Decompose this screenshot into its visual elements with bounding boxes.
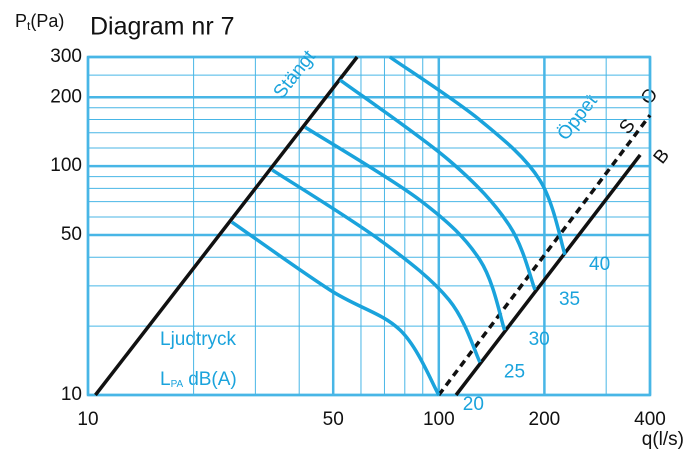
annotation: LPA dB(A): [160, 369, 237, 390]
series-label: 30: [529, 329, 550, 350]
x-tick-label: 200: [529, 409, 561, 430]
series-label: 25: [504, 361, 525, 382]
y-tick-label: 50: [61, 224, 82, 245]
series-line: [94, 55, 359, 397]
y-axis-label: Pt(Pa): [15, 11, 64, 33]
x-axis-label: q(l/s): [642, 429, 684, 450]
series-label: Stängt: [270, 46, 321, 103]
series-line: [388, 55, 567, 256]
series-line: [437, 114, 652, 397]
y-tick-label: 300: [50, 46, 82, 67]
series-label: 35: [559, 289, 580, 310]
series-label: 20: [463, 394, 484, 415]
x-tick-label: 50: [323, 409, 344, 430]
series-line: [339, 78, 537, 291]
series-label: B: [650, 145, 674, 168]
chart-title: Diagram nr 7: [90, 13, 235, 41]
x-tick-label: 10: [77, 409, 98, 430]
plot-frame: [86, 55, 652, 397]
series-line: [454, 153, 642, 397]
series-line: [304, 125, 507, 331]
series-line: [230, 220, 441, 396]
y-tick-label: 100: [50, 155, 82, 176]
y-tick-label: 10: [61, 384, 82, 405]
annotation: Ljudtryck: [160, 329, 237, 350]
series-label: 40: [589, 254, 610, 275]
y-tick-label: 200: [50, 86, 82, 107]
x-tick-label: 100: [423, 409, 455, 430]
series-line: [271, 168, 482, 364]
x-tick-label: 400: [634, 409, 666, 430]
